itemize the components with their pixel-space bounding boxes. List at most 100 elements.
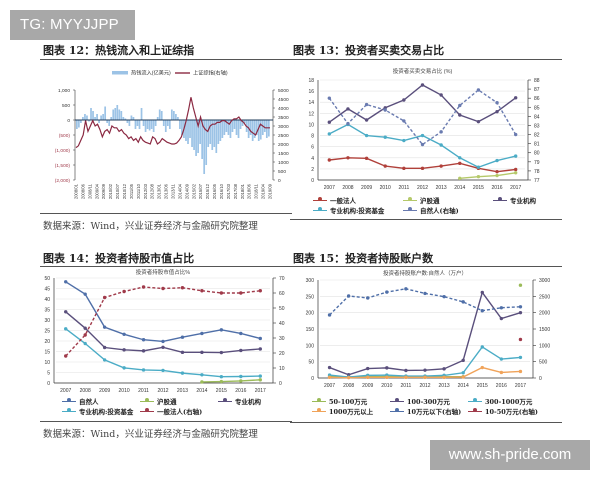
y-right-tick: 500 [278, 169, 286, 175]
legend-item: 自然人 [62, 396, 99, 406]
data-point [200, 380, 204, 384]
legend-swatch [390, 408, 404, 412]
data-point [461, 300, 465, 304]
bar [124, 118, 127, 120]
x-tick: 2015/07 [198, 183, 203, 199]
data-point [476, 119, 481, 124]
legend-label: 专业机构 [235, 398, 261, 406]
data-point [364, 118, 369, 122]
y-right-tick: 84 [534, 114, 540, 120]
data-point [219, 375, 224, 379]
y-right-tick: 4500 [278, 97, 289, 103]
data-point [420, 166, 425, 171]
y-left-tick: 150 [306, 327, 315, 333]
legend-item: 50-100万元 [312, 396, 367, 406]
bar [239, 120, 242, 129]
bar [223, 120, 226, 135]
legend-swatch [312, 398, 326, 402]
bar [189, 120, 191, 138]
data-point [102, 295, 107, 300]
data-point [327, 313, 332, 317]
data-point [366, 366, 370, 371]
panel-13-rule [290, 59, 562, 60]
y-left-tick: 8 [311, 134, 314, 140]
x-tick: 2009 [99, 388, 110, 394]
bar [134, 120, 137, 129]
bar [255, 120, 258, 135]
legend-swatch [313, 197, 327, 201]
legend-swatch [468, 398, 482, 402]
data-point [161, 368, 165, 373]
data-point [439, 130, 443, 134]
bar [132, 117, 135, 120]
bar [108, 120, 111, 126]
y-right-tick: 30 [279, 336, 285, 342]
y-right-tick: 5000 [278, 88, 289, 94]
bar [162, 120, 165, 126]
legend-item: 专业机构:投资基金 [313, 205, 384, 215]
bar [138, 120, 141, 129]
y-right-tick: 88 [534, 78, 540, 84]
legend-label: 1000万元以上 [329, 408, 374, 416]
data-point [239, 331, 243, 336]
x-tick: 2010/02 [108, 183, 113, 199]
y-left-tick: 250 [306, 294, 315, 300]
x-tick: 2011 [398, 185, 409, 191]
bar [215, 120, 218, 153]
chart-14: 投资者持股市值占比% 0 5 10 15 20 25 30 35 40 45 50 0 10 20 30 40 5… [30, 268, 290, 394]
y-left-tick: 4 [311, 156, 314, 162]
bar [197, 120, 199, 153]
y-right-tick: 0 [278, 178, 281, 184]
data-point [461, 371, 465, 375]
y-left-tick: 200 [306, 311, 315, 317]
series-line [329, 346, 521, 378]
x-tick: 2012 [419, 383, 430, 389]
y-right-tick: 1500 [278, 151, 289, 157]
bar [88, 120, 90, 122]
panel-12-rule [40, 59, 292, 60]
legend-item: 沪股通 [140, 396, 177, 406]
bar [187, 120, 189, 144]
x-tick: 2017/03 [226, 183, 231, 199]
data-point [327, 158, 332, 162]
x-tick: 2010 [381, 383, 392, 389]
bar [166, 120, 169, 126]
chart-13-svg: 投资者买卖交易占比 (%) 0 2 4 6 8 10 12 14 16 18 77 78 79 80 81 82… [308, 67, 540, 191]
bar [94, 117, 96, 120]
bar [90, 108, 92, 120]
data-point [420, 142, 425, 147]
y-left-tick: 500 [62, 103, 70, 109]
data-point [461, 375, 465, 379]
data-point [141, 338, 146, 342]
y-left-tick: 300 [306, 278, 315, 284]
legend-swatch [390, 398, 404, 402]
data-point [402, 119, 406, 123]
y-right-tick: 1500 [539, 327, 550, 333]
bar [209, 120, 212, 144]
data-point [495, 169, 499, 174]
bar [122, 117, 125, 120]
bar [195, 120, 197, 156]
legend-label: 自然人(右轴) [420, 207, 459, 215]
x-tick: 2016/10 [219, 183, 224, 199]
x-tick: 2015/02 [191, 183, 196, 199]
x-tick: 2011/10 [136, 183, 141, 198]
legend-swatch [313, 207, 327, 211]
y-left-tick: 20 [44, 339, 50, 345]
data-point [200, 331, 204, 336]
x-tick: 2009 [361, 185, 372, 191]
x-tick: 2009/04 [94, 183, 99, 199]
data-point [518, 283, 523, 287]
legend-item: 100-300万元 [390, 396, 450, 406]
data-point [402, 98, 406, 102]
data-point [385, 290, 389, 294]
bar [253, 120, 256, 138]
data-point [239, 379, 243, 383]
legend-swatch [218, 398, 232, 402]
series-line [328, 84, 517, 123]
watermark-top: TG: MYYJJPP [10, 10, 135, 40]
x-tick: 2008/06 [80, 183, 85, 199]
data-point [219, 291, 224, 295]
legend-label: 专业机构 [510, 197, 536, 205]
y-right-tick: 83 [534, 123, 540, 129]
